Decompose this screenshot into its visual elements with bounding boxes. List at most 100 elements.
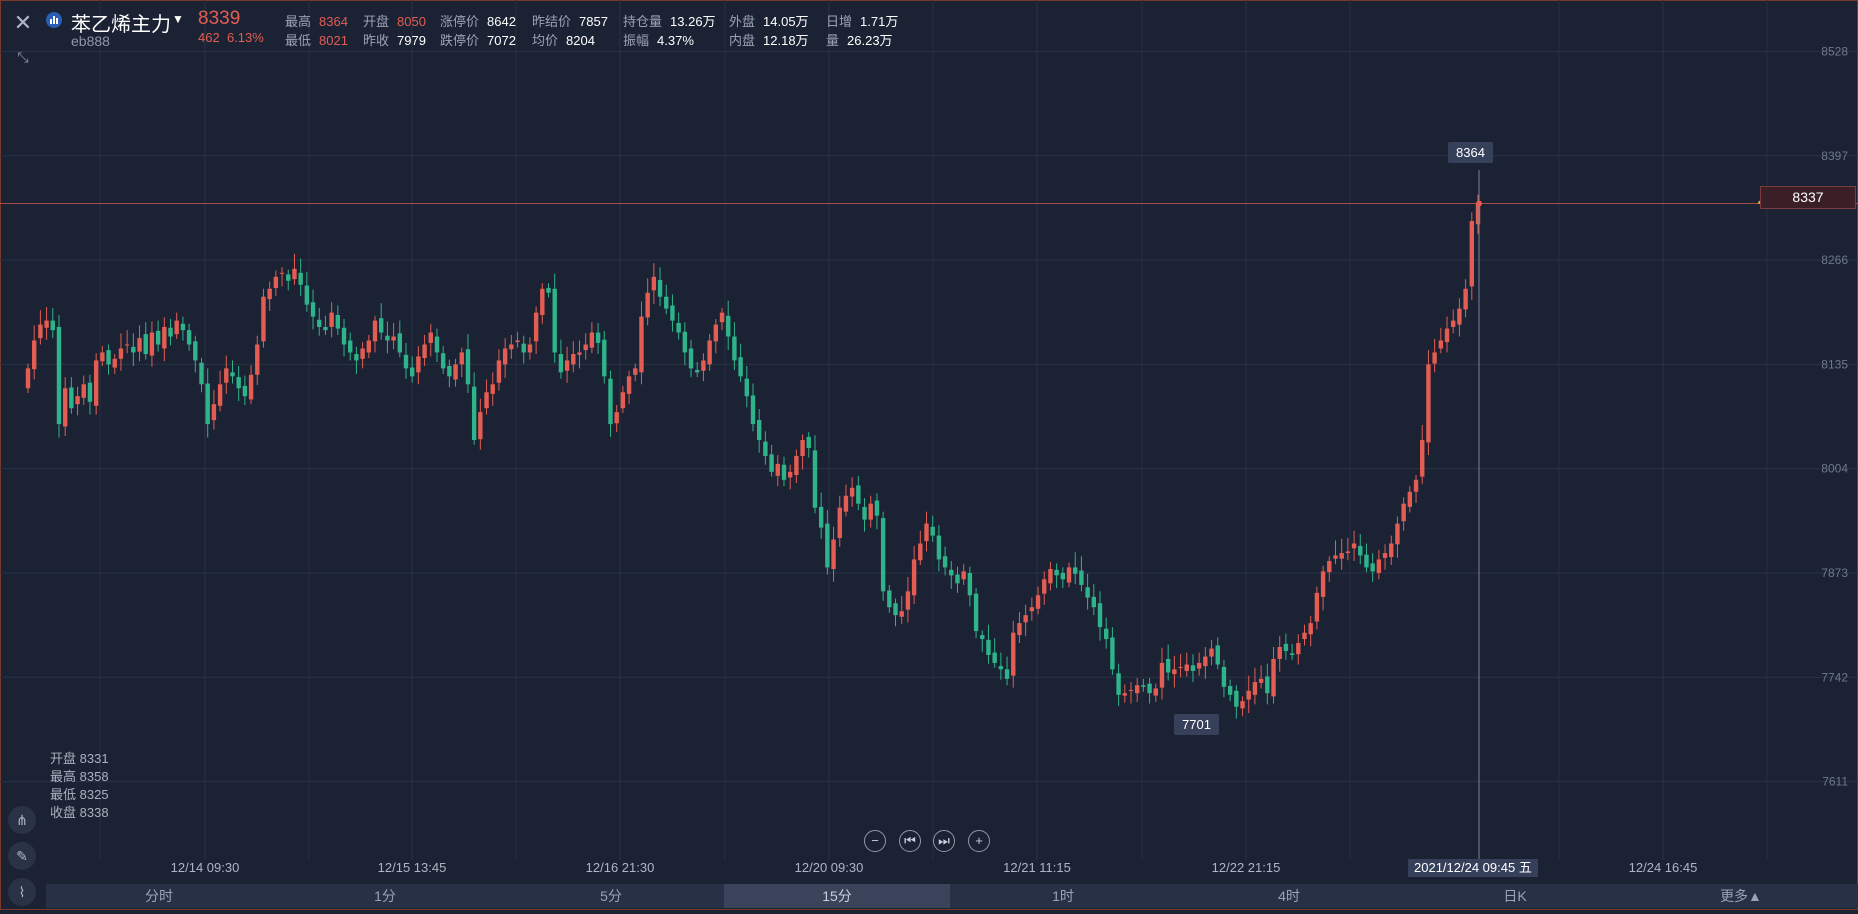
candle-body xyxy=(100,352,105,362)
candle-body xyxy=(1153,688,1158,696)
candle-body xyxy=(967,572,973,596)
candle-body xyxy=(1097,603,1103,628)
candle-body xyxy=(1017,623,1022,636)
candle-body xyxy=(738,357,743,377)
ohlc-value: 8338 xyxy=(76,805,109,820)
candle-body xyxy=(905,591,911,610)
ohlc-row: 开盘 8331 xyxy=(50,750,109,768)
tab-6[interactable]: 日K xyxy=(1503,888,1527,904)
candle-body xyxy=(787,471,793,478)
candle-body xyxy=(106,350,111,365)
candle-body xyxy=(1376,559,1382,573)
candle-body xyxy=(440,353,446,369)
candle-body xyxy=(230,372,235,377)
indicator-icon[interactable]: ⋔ xyxy=(8,806,36,834)
quote-field-value: 13.26万 xyxy=(670,14,716,29)
quote-field-label: 最低 xyxy=(285,33,312,48)
candle-body xyxy=(930,526,935,536)
tab-0[interactable]: 分时 xyxy=(145,888,173,904)
candle-body xyxy=(1048,568,1053,584)
candle-body xyxy=(1221,666,1227,687)
candle-body xyxy=(1426,364,1431,443)
candle-body xyxy=(1091,596,1097,608)
tab-4[interactable]: 1时 xyxy=(1052,888,1074,904)
chevron-down-icon[interactable]: ▼ xyxy=(172,12,184,26)
candle-body xyxy=(874,500,880,516)
candle-body xyxy=(1079,570,1084,585)
candle-body xyxy=(670,305,675,321)
x-tick-label: 12/21 11:15 xyxy=(1003,860,1071,875)
tab-7[interactable]: 更多▲ xyxy=(1720,888,1762,904)
zoom-in-icon[interactable]: + xyxy=(968,830,990,852)
instrument-name[interactable]: 苯乙烯主力 xyxy=(71,14,171,36)
candle-body xyxy=(199,362,204,385)
skip-end-icon[interactable]: ⏭ xyxy=(933,830,955,852)
candle-body xyxy=(137,338,142,352)
candle-body xyxy=(1296,643,1301,655)
collapse-icon[interactable]: ⤡ xyxy=(17,49,29,65)
candle-body xyxy=(155,330,161,345)
candle-body xyxy=(1451,320,1456,327)
candle-body xyxy=(372,320,378,342)
tab-1[interactable]: 1分 xyxy=(374,888,396,904)
skip-start-icon[interactable]: ⏮ xyxy=(899,830,921,852)
quote-field: 跌停价 7072 xyxy=(440,30,516,49)
trend-icon[interactable]: ⌇ xyxy=(8,878,36,906)
tab-5[interactable]: 4时 xyxy=(1278,888,1300,904)
candle-body xyxy=(409,367,415,377)
quote-field: 昨结价 7857 xyxy=(532,11,608,30)
zoom-out-icon[interactable]: − xyxy=(864,830,886,852)
candle-body xyxy=(1227,686,1233,695)
tab-3[interactable]: 15分 xyxy=(724,884,950,908)
ohlc-readout: 开盘 8331 最高 8358 最低 8325 收盘 8338 xyxy=(50,750,109,822)
candle-body xyxy=(273,276,279,288)
ohlc-value: 8358 xyxy=(76,769,109,784)
x-axis: 12/14 09:30 12/15 13:45 12/16 21:30 12/20 0… xyxy=(171,860,1698,875)
candle-body xyxy=(862,506,867,520)
candle-body xyxy=(577,352,582,355)
y-tick-label: 8135 xyxy=(1821,357,1848,371)
candles xyxy=(25,194,1481,719)
close-icon[interactable]: ✕ xyxy=(13,10,33,35)
quote-field-label: 跌停价 xyxy=(440,33,480,48)
candle-body xyxy=(1066,567,1072,583)
candle-body xyxy=(1209,648,1214,657)
candle-body xyxy=(1333,555,1338,559)
candle-body xyxy=(626,376,632,394)
candle-body xyxy=(143,334,148,355)
candle-body xyxy=(354,354,359,361)
candle-body xyxy=(1196,662,1202,669)
candle-body xyxy=(955,574,960,584)
candle-body xyxy=(1110,637,1115,670)
chart-overlay xyxy=(0,170,1858,860)
x-tick-label: 12/14 09:30 xyxy=(171,860,240,875)
candle-body xyxy=(416,356,421,373)
candle-body xyxy=(1184,664,1189,671)
tab-2[interactable]: 5分 xyxy=(600,888,622,904)
quote-field: 最高 8364 xyxy=(285,11,348,30)
candle-body xyxy=(292,268,297,280)
candle-body xyxy=(868,503,873,520)
low-marker: 7701 xyxy=(1174,714,1219,735)
candle-body xyxy=(887,590,892,608)
candle-body xyxy=(1407,491,1413,507)
ohlc-row: 最低 8325 xyxy=(50,786,109,804)
candle-body xyxy=(843,495,849,512)
candle-body xyxy=(93,360,99,406)
candle-body xyxy=(961,571,966,580)
candle-body xyxy=(403,354,409,369)
pen-icon[interactable]: ✎ xyxy=(8,842,36,870)
candle-body xyxy=(323,326,328,331)
candle-body xyxy=(682,331,688,353)
candle-body xyxy=(1042,579,1047,594)
candle-body xyxy=(732,336,737,361)
candle-body xyxy=(831,539,836,569)
y-axis: 8528 8397 8266 8135 8004 7873 7742 7611 xyxy=(1821,44,1848,788)
candle-body xyxy=(236,377,241,389)
candle-body xyxy=(1283,643,1289,651)
candle-body xyxy=(112,358,117,368)
candle-body xyxy=(1314,592,1320,622)
candle-body xyxy=(496,360,502,383)
candle-body xyxy=(298,272,303,285)
